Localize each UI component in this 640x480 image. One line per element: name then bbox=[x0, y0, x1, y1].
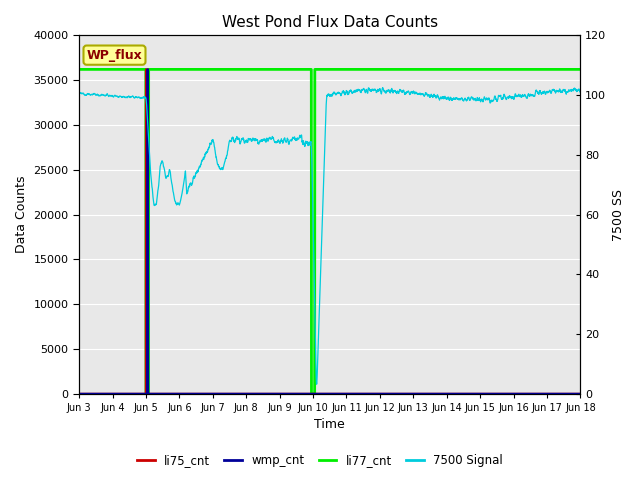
Y-axis label: 7500 SS: 7500 SS bbox=[612, 189, 625, 240]
X-axis label: Time: Time bbox=[314, 419, 345, 432]
Y-axis label: Data Counts: Data Counts bbox=[15, 176, 28, 253]
Legend: li75_cnt, wmp_cnt, li77_cnt, 7500 Signal: li75_cnt, wmp_cnt, li77_cnt, 7500 Signal bbox=[132, 449, 508, 472]
Text: WP_flux: WP_flux bbox=[86, 48, 142, 61]
Title: West Pond Flux Data Counts: West Pond Flux Data Counts bbox=[221, 15, 438, 30]
